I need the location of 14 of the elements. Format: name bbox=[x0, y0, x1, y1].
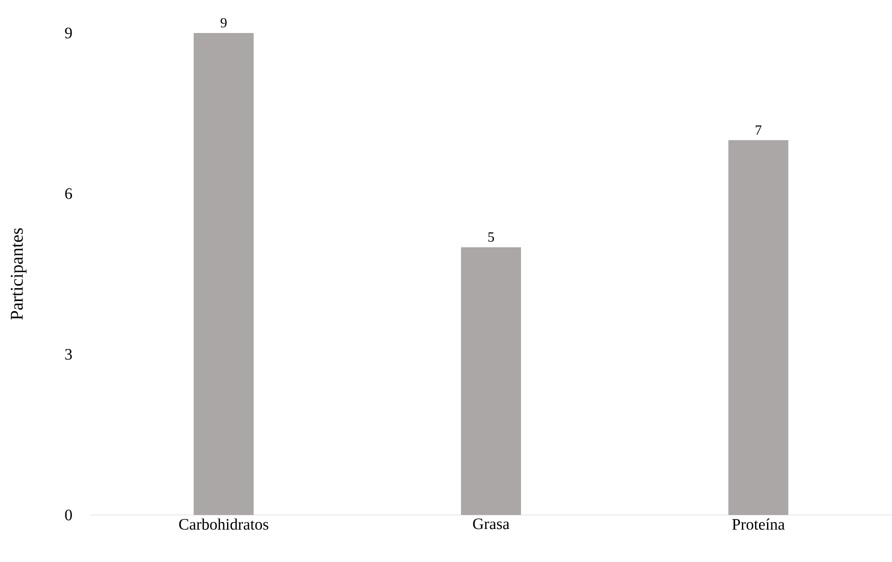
data-label: 9 bbox=[220, 18, 227, 28]
x-tick-label: Carbohidratos bbox=[179, 518, 268, 530]
y-tick-label: 0 bbox=[65, 510, 72, 520]
data-label: 7 bbox=[756, 125, 762, 135]
data-label: 5 bbox=[488, 232, 494, 242]
bar bbox=[728, 140, 788, 515]
bar bbox=[194, 32, 254, 515]
y-tick-label: 9 bbox=[65, 28, 72, 38]
y-tick-label: 3 bbox=[65, 348, 72, 360]
x-tick-label: Grasa bbox=[473, 518, 510, 530]
bar bbox=[461, 247, 522, 515]
y-axis-title: Participantes bbox=[10, 228, 26, 320]
x-tick-label: Proteína bbox=[732, 518, 785, 530]
y-tick-label: 6 bbox=[65, 188, 72, 200]
